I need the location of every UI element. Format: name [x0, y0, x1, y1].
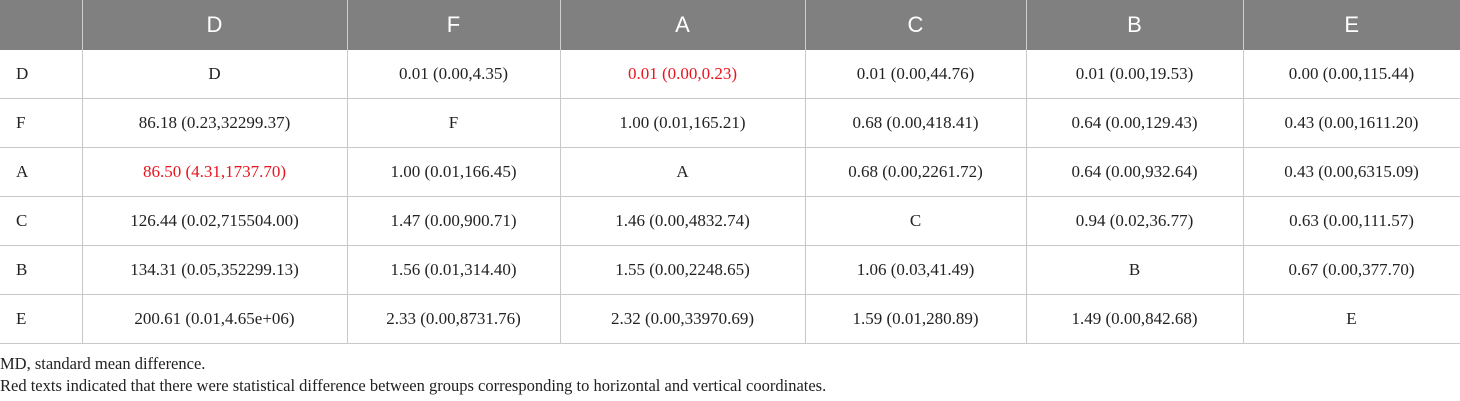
row-label: C — [0, 196, 83, 246]
footnote-red-text: Red texts indicated that there were stat… — [0, 376, 827, 395]
table-cell: 0.68 (0.00,2261.72) — [805, 147, 1027, 197]
table-cell: 0.43 (0.00,6315.09) — [1243, 147, 1460, 197]
table-cell: D — [82, 50, 348, 99]
table-cell: B — [1026, 245, 1244, 295]
table-cell: F — [347, 98, 561, 148]
table-cell: 0.01 (0.00,44.76) — [805, 50, 1027, 99]
table-cell: 0.94 (0.02,36.77) — [1026, 196, 1244, 246]
header-cell: B — [1026, 0, 1244, 50]
header-cell: C — [805, 0, 1027, 50]
table-row: E 200.61 (0.01,4.65e+06) 2.33 (0.00,8731… — [0, 294, 1460, 344]
table-cell: E — [1243, 294, 1460, 344]
row-label: A — [0, 147, 83, 197]
footnote-abbreviation: MD, standard mean difference. — [0, 354, 206, 373]
header-cell: A — [560, 0, 806, 50]
table-cell: 134.31 (0.05,352299.13) — [82, 245, 348, 295]
table-cell: 2.32 (0.00,33970.69) — [560, 294, 806, 344]
table-row: A 86.50 (4.31,1737.70) 1.00 (0.01,166.45… — [0, 147, 1460, 197]
table-row: C 126.44 (0.02,715504.00) 1.47 (0.00,900… — [0, 196, 1460, 246]
table-header: D F A C B E — [0, 0, 1460, 50]
table-cell: 0.01 (0.00,4.35) — [347, 50, 561, 99]
table-cell: 86.18 (0.23,32299.37) — [82, 98, 348, 148]
table-cell: 1.00 (0.01,166.45) — [347, 147, 561, 197]
table-row: D D 0.01 (0.00,4.35) 0.01 (0.00,0.23) 0.… — [0, 50, 1460, 99]
table-cell: 0.67 (0.00,377.70) — [1243, 245, 1460, 295]
table-cell: 1.56 (0.01,314.40) — [347, 245, 561, 295]
table-cell-significant: 86.50 (4.31,1737.70) — [82, 147, 348, 197]
table-cell: 0.00 (0.00,115.44) — [1243, 50, 1460, 99]
table-cell: C — [805, 196, 1027, 246]
header-cell: D — [82, 0, 348, 50]
table-cell: 1.06 (0.03,41.49) — [805, 245, 1027, 295]
table-cell: 1.59 (0.01,280.89) — [805, 294, 1027, 344]
table-cell: 1.47 (0.00,900.71) — [347, 196, 561, 246]
header-cell: F — [347, 0, 561, 50]
league-table: D F A C B E D D 0.01 (0.00,4.35) 0.01 (0… — [0, 0, 1460, 344]
table-cell: 126.44 (0.02,715504.00) — [82, 196, 348, 246]
table-cell: A — [560, 147, 806, 197]
table-row: F 86.18 (0.23,32299.37) F 1.00 (0.01,165… — [0, 98, 1460, 148]
table-cell: 1.00 (0.01,165.21) — [560, 98, 806, 148]
row-label: D — [0, 50, 83, 99]
table-body: D D 0.01 (0.00,4.35) 0.01 (0.00,0.23) 0.… — [0, 50, 1460, 344]
table-cell: 1.49 (0.00,842.68) — [1026, 294, 1244, 344]
table-cell: 0.68 (0.00,418.41) — [805, 98, 1027, 148]
row-label: E — [0, 294, 83, 344]
table-row: B 134.31 (0.05,352299.13) 1.56 (0.01,314… — [0, 245, 1460, 295]
table-footnotes: MD, standard mean difference. Red texts … — [0, 353, 826, 397]
table-cell: 2.33 (0.00,8731.76) — [347, 294, 561, 344]
table-cell: 0.01 (0.00,19.53) — [1026, 50, 1244, 99]
table-cell: 1.55 (0.00,2248.65) — [560, 245, 806, 295]
header-corner — [0, 0, 83, 50]
row-label: F — [0, 98, 83, 148]
table-cell: 0.64 (0.00,932.64) — [1026, 147, 1244, 197]
header-row: D F A C B E — [0, 0, 1460, 50]
row-label: B — [0, 245, 83, 295]
table-cell-significant: 0.01 (0.00,0.23) — [560, 50, 806, 99]
table-cell: 0.63 (0.00,111.57) — [1243, 196, 1460, 246]
table-cell: 0.64 (0.00,129.43) — [1026, 98, 1244, 148]
table-cell: 1.46 (0.00,4832.74) — [560, 196, 806, 246]
header-cell: E — [1243, 0, 1460, 50]
table-cell: 200.61 (0.01,4.65e+06) — [82, 294, 348, 344]
table-cell: 0.43 (0.00,1611.20) — [1243, 98, 1460, 148]
